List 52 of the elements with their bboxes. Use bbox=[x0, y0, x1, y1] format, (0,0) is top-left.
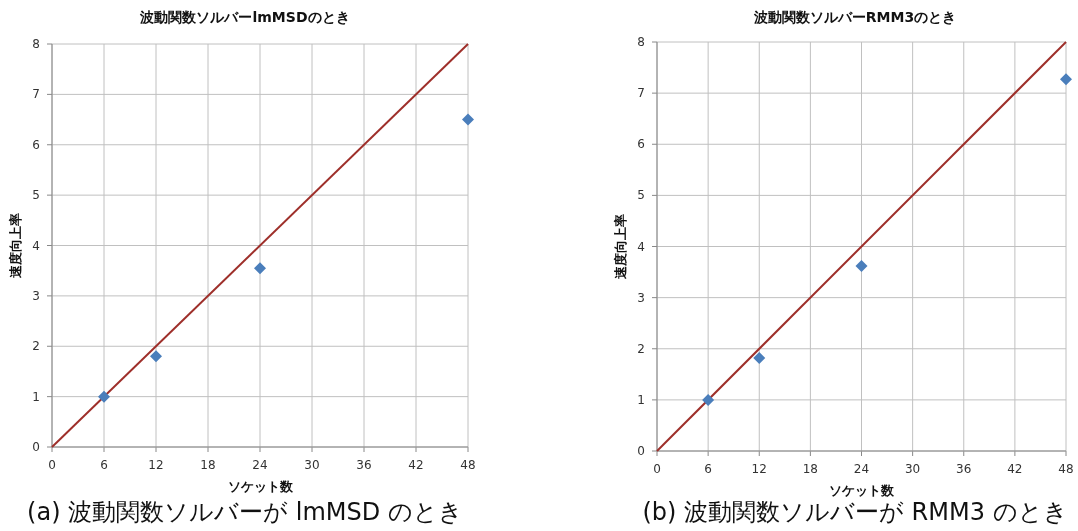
y-tick-label: 5 bbox=[32, 188, 40, 203]
y-tick-label: 2 bbox=[637, 341, 645, 356]
x-tick-label: 42 bbox=[408, 458, 424, 472]
x-tick-label: 42 bbox=[1007, 462, 1023, 476]
y-tick-label: 7 bbox=[637, 86, 645, 101]
y-tick-label: 4 bbox=[32, 238, 40, 253]
y-tick-label: 6 bbox=[32, 137, 40, 152]
y-tick-label: 4 bbox=[637, 239, 645, 254]
x-tick-label: 18 bbox=[802, 462, 819, 476]
y-tick-label: 8 bbox=[637, 35, 645, 49]
y-axis-title: 速度向上率 bbox=[8, 213, 23, 278]
x-tick-label: 36 bbox=[956, 462, 972, 476]
y-tick-label: 6 bbox=[637, 137, 645, 152]
y-tick-label: 1 bbox=[637, 392, 645, 407]
y-tick-label: 0 bbox=[637, 444, 645, 458]
y-tick-label: 3 bbox=[32, 288, 40, 303]
y-tick-label: 3 bbox=[637, 290, 645, 305]
x-tick-label: 24 bbox=[853, 462, 870, 476]
y-axis-title: 速度向上率 bbox=[613, 214, 628, 279]
y-tick-label: 5 bbox=[637, 188, 645, 203]
y-tick-label: 2 bbox=[32, 339, 40, 354]
text: (b) 波動関数ソルバーが RMM3 のとき bbox=[642, 498, 1068, 526]
x-tick-label: 24 bbox=[252, 458, 268, 472]
chart-title: 波動関数ソルバーRMM3のとき bbox=[752, 9, 957, 25]
point bbox=[98, 390, 110, 403]
x-tick-label: 48 bbox=[460, 458, 476, 472]
x-tick-label: 12 bbox=[148, 458, 164, 472]
point bbox=[855, 259, 868, 272]
x-tick-label: 6 bbox=[100, 458, 108, 472]
x-tick-label: 36 bbox=[356, 458, 372, 472]
x-tick-label: 0 bbox=[653, 462, 661, 476]
x-tick-label: 12 bbox=[751, 462, 767, 476]
point bbox=[254, 262, 266, 275]
x-tick-label: 30 bbox=[904, 462, 921, 476]
x-axis-title: ソケット数 bbox=[227, 479, 294, 494]
y-tick-label: 8 bbox=[32, 37, 40, 51]
x-axis-title: ソケット数 bbox=[829, 483, 895, 498]
chart-title: 波動関数ソルバーlmMSDのとき bbox=[139, 9, 350, 25]
x-tick-label: 30 bbox=[304, 458, 320, 472]
point bbox=[462, 113, 474, 126]
point bbox=[753, 351, 766, 364]
y-tick-label: 0 bbox=[32, 440, 40, 454]
x-tick-label: 0 bbox=[48, 458, 56, 472]
y-tick-label: 7 bbox=[32, 87, 40, 102]
x-tick-label: 6 bbox=[704, 462, 712, 476]
y-tick-label: 1 bbox=[32, 389, 40, 404]
text: (a) 波動関数ソルバーが lmMSD のとき bbox=[27, 498, 463, 526]
point bbox=[702, 393, 715, 406]
x-tick-label: 48 bbox=[1058, 462, 1074, 476]
x-tick-label: 18 bbox=[200, 458, 216, 472]
point bbox=[1060, 73, 1072, 86]
point bbox=[150, 350, 162, 363]
